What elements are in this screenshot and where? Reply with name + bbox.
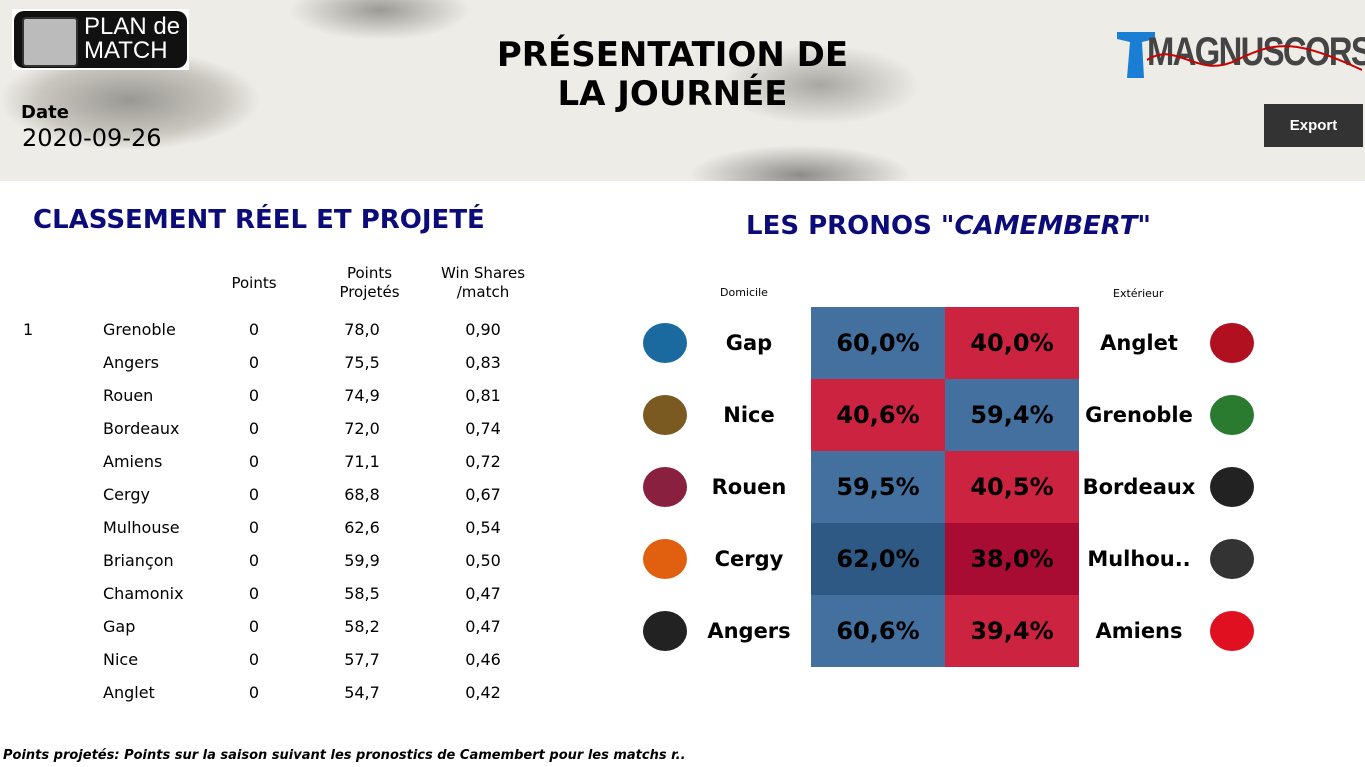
away-win-pct: 40,5%: [945, 451, 1079, 523]
standings-points: 0: [248, 320, 260, 339]
standings-projected: 62,6: [344, 518, 380, 537]
standings-ws: 0,74: [465, 419, 501, 438]
standings-projected: 57,7: [344, 650, 380, 669]
home-win-pct: 40,6%: [811, 379, 945, 451]
standings-points: 0: [248, 518, 260, 537]
standings-team: Gap: [103, 617, 136, 636]
standings-team: Cergy: [103, 485, 150, 504]
standings-projected: 54,7: [344, 683, 380, 702]
page-title: PRÉSENTATION DE LA JOURNÉE: [496, 35, 849, 114]
wave-icon: [1147, 45, 1362, 71]
standings-ws: 0,72: [465, 452, 501, 471]
standings-points: 0: [248, 683, 260, 702]
standings-points: 0: [248, 419, 260, 438]
home-team-logo: [643, 323, 687, 363]
standings-team: Briançon: [103, 551, 174, 570]
home-win-pct: 62,0%: [811, 523, 945, 595]
standings-ws: 0,90: [465, 320, 501, 339]
away-team-name: Anglet: [1100, 331, 1178, 355]
away-team-logo: [1210, 323, 1254, 363]
standings-projected: 71,1: [344, 452, 380, 471]
away-team-logo: [1210, 467, 1254, 507]
home-team-logo: [643, 395, 687, 435]
away-team-logo: [1210, 539, 1254, 579]
standings-projected: 68,8: [344, 485, 380, 504]
standings-points: 0: [248, 452, 260, 471]
standings-ws: 0,83: [465, 353, 501, 372]
standings-ws: 0,42: [465, 683, 501, 702]
pronos-title: LES PRONOS "CAMEMBERT": [746, 211, 1151, 241]
away-win-pct: 38,0%: [945, 523, 1079, 595]
away-win-pct: 39,4%: [945, 595, 1079, 667]
away-win-pct: 59,4%: [945, 379, 1079, 451]
tactic-board-icon: [22, 17, 78, 67]
home-team-logo: [643, 539, 687, 579]
standings-team: Anglet: [103, 683, 155, 702]
col-points: Points: [231, 274, 277, 292]
standings-team: Angers: [103, 353, 159, 372]
export-button[interactable]: Export: [1264, 104, 1363, 147]
standings-projected: 74,9: [344, 386, 380, 405]
standings-projected: 59,9: [344, 551, 380, 570]
plan-de-match-logo: PLAN de MATCH: [12, 9, 189, 70]
away-team-logo: [1210, 395, 1254, 435]
col-projected: Points Projetés: [339, 264, 400, 301]
standings-team: Rouen: [103, 386, 154, 405]
col-win-shares: Win Shares /match: [440, 264, 526, 301]
away-label: Extérieur: [1113, 287, 1164, 300]
home-team-logo: [643, 611, 687, 651]
standings-ws: 0,47: [465, 584, 501, 603]
standings-team: Mulhouse: [103, 518, 180, 537]
standings-team: Chamonix: [103, 584, 184, 603]
standings-projected: 75,5: [344, 353, 380, 372]
magnuscorsi-logo: MAGNUSCORSI: [1117, 30, 1365, 82]
home-win-pct: 59,5%: [811, 451, 945, 523]
away-win-pct: 40,0%: [945, 307, 1079, 379]
date-value: 2020-09-26: [22, 124, 162, 152]
standings-points: 0: [248, 485, 260, 504]
home-win-pct: 60,0%: [811, 307, 945, 379]
away-team-logo: [1210, 611, 1254, 651]
away-team-name: Mulhou..: [1087, 547, 1191, 571]
standings-ws: 0,46: [465, 650, 501, 669]
home-team-name: Angers: [707, 619, 791, 643]
standings-points: 0: [248, 551, 260, 570]
t-logo-icon: [1117, 32, 1155, 78]
home-label: Domicile: [720, 286, 768, 299]
standings-team: Bordeaux: [103, 419, 180, 438]
home-win-pct: 60,6%: [811, 595, 945, 667]
standings-rank: 1: [23, 320, 34, 339]
standings-ws: 0,50: [465, 551, 501, 570]
standings-projected: 58,2: [344, 617, 380, 636]
home-team-logo: [643, 467, 687, 507]
standings-ws: 0,67: [465, 485, 501, 504]
footnote: Points projetés: Points sur la saison su…: [3, 748, 686, 763]
home-team-name: Rouen: [711, 475, 787, 499]
standings-team: Amiens: [103, 452, 163, 471]
away-team-name: Amiens: [1095, 619, 1183, 643]
standings-projected: 78,0: [344, 320, 380, 339]
home-team-name: Cergy: [714, 547, 784, 571]
standings-points: 0: [248, 650, 260, 669]
home-team-name: Gap: [725, 331, 773, 355]
standings-ws: 0,54: [465, 518, 501, 537]
header-banner: [0, 0, 1365, 181]
standings-projected: 58,5: [344, 584, 380, 603]
away-team-name: Grenoble: [1085, 403, 1193, 427]
standings-team: Grenoble: [103, 320, 176, 339]
standings-title: CLASSEMENT RÉEL ET PROJETÉ: [33, 205, 485, 235]
standings-team: Nice: [103, 650, 139, 669]
standings-points: 0: [248, 353, 260, 372]
standings-points: 0: [248, 584, 260, 603]
standings-ws: 0,81: [465, 386, 501, 405]
standings-projected: 72,0: [344, 419, 380, 438]
standings-points: 0: [248, 617, 260, 636]
date-label: Date: [21, 102, 69, 123]
away-team-name: Bordeaux: [1082, 475, 1196, 499]
standings-ws: 0,47: [465, 617, 501, 636]
standings-points: 0: [248, 386, 260, 405]
logo-text: PLAN de MATCH: [84, 13, 181, 64]
home-team-name: Nice: [723, 403, 775, 427]
